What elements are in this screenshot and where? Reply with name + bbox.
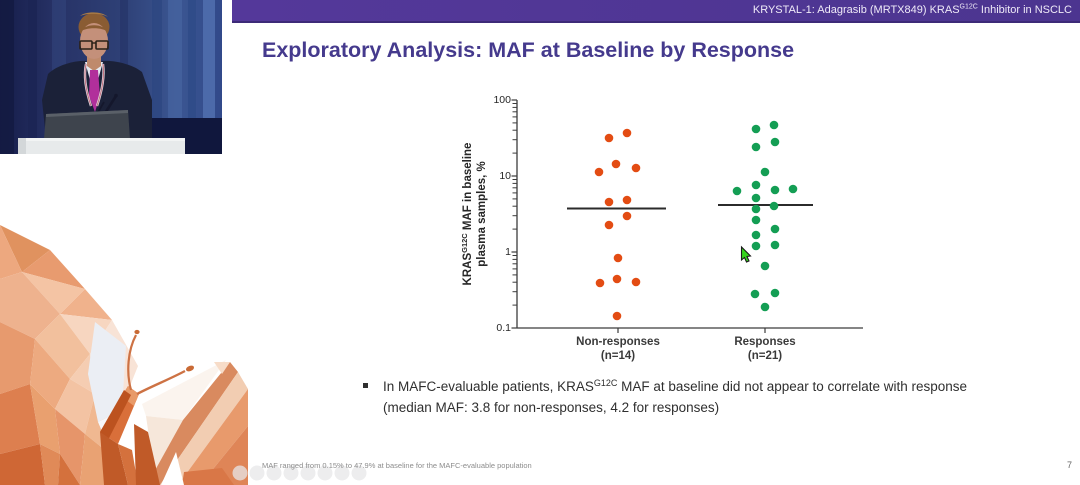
svg-text:10: 10 bbox=[499, 170, 511, 182]
svg-text:Responses: Responses bbox=[734, 336, 795, 348]
svg-text:0.1: 0.1 bbox=[496, 322, 511, 334]
svg-text:(n=21): (n=21) bbox=[748, 350, 782, 362]
svg-text:100: 100 bbox=[493, 94, 511, 106]
svg-text:plasma samples, %: plasma samples, % bbox=[476, 161, 488, 266]
svg-text:KRASG12C MAF in baseline: KRASG12C MAF in baseline bbox=[460, 143, 474, 286]
svg-text:Non-responses: Non-responses bbox=[576, 336, 660, 348]
svg-text:(n=14): (n=14) bbox=[601, 350, 635, 362]
svg-text:1: 1 bbox=[505, 246, 511, 258]
